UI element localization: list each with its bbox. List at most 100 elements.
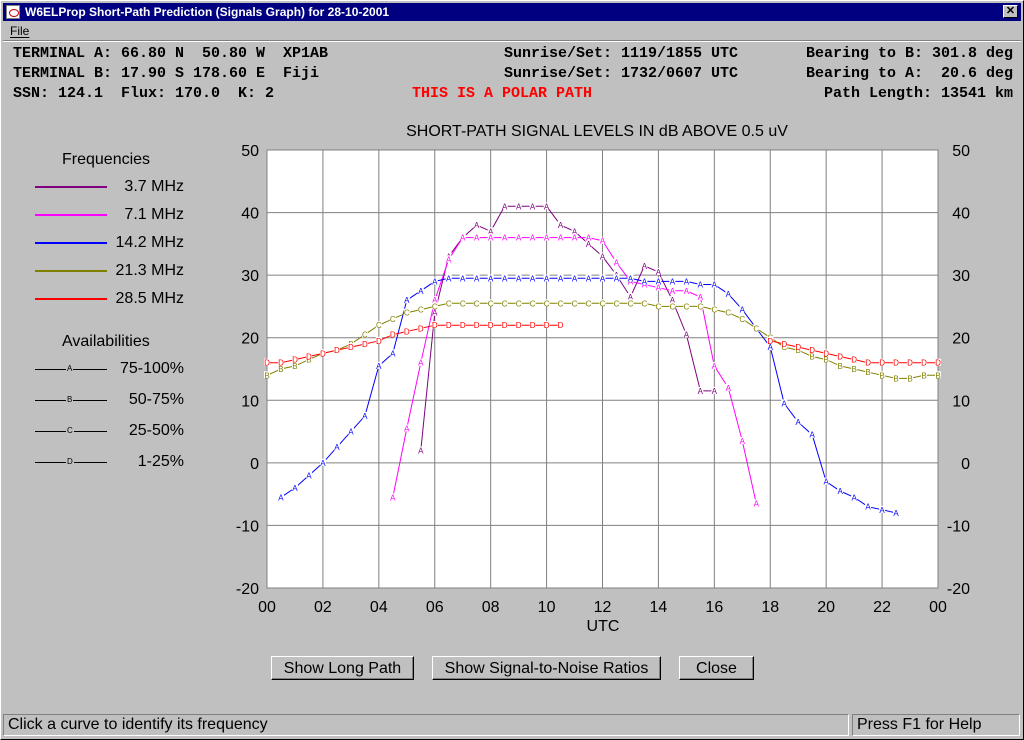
point-marker-label: A: [670, 277, 676, 286]
point-marker-label: A: [418, 287, 424, 296]
series-line[interactable]: [267, 324, 561, 364]
point-marker-bg: [935, 358, 941, 366]
sunrise-set-b: Sunrise/Set: 1732/0607 UTC: [504, 65, 739, 82]
point-marker-bg: [403, 327, 410, 335]
point-marker-bg: [669, 277, 676, 285]
show-long-path-button[interactable]: Show Long Path: [271, 656, 414, 680]
point-marker-label: D: [432, 321, 438, 330]
point-marker-label: D: [837, 352, 843, 361]
close-window-button[interactable]: ✕: [1003, 5, 1018, 18]
point-marker-label: A: [628, 277, 634, 286]
y-tick-label-right: 0: [961, 456, 970, 473]
point-marker-label: A: [432, 309, 438, 318]
point-marker-label: A: [614, 274, 620, 283]
point-marker-bg: [865, 358, 872, 366]
point-marker-bg: [613, 274, 620, 282]
point-marker-label: A: [572, 227, 578, 236]
legend-availability-label: 50-75%: [128, 391, 184, 408]
point-marker-bg: [837, 361, 844, 369]
point-marker-bg: [389, 330, 396, 338]
point-marker-label: B: [810, 352, 815, 361]
point-marker-label: C: [711, 306, 717, 315]
point-marker-label: D: [376, 337, 382, 346]
point-marker-label: B: [796, 346, 801, 355]
y-tick-label-left: -10: [236, 518, 259, 535]
point-marker-label: C: [530, 299, 536, 308]
point-marker-label: D: [292, 356, 298, 365]
point-marker-label: A: [628, 274, 634, 283]
point-marker-bg: [697, 293, 704, 301]
point-marker-bg: [599, 274, 606, 282]
point-marker-bg: [473, 321, 480, 329]
menu-file[interactable]: File: [10, 24, 30, 38]
point-marker-label: C: [670, 302, 676, 311]
point-marker-bg: [431, 321, 438, 329]
point-marker-label: C: [418, 306, 424, 315]
point-marker-label: A: [698, 387, 704, 396]
point-marker-bg: [739, 436, 746, 444]
x-axis-label: UTC: [587, 618, 620, 635]
point-marker-bg: [599, 252, 606, 260]
point-marker-bg: [613, 258, 620, 266]
point-marker-bg: [711, 305, 718, 313]
signal-levels-chart[interactable]: SHORT-PATH SIGNAL LEVELS IN dB ABOVE 0.5…: [1, 1, 1024, 641]
point-marker-label: D: [530, 321, 536, 330]
app-icon[interactable]: [6, 5, 20, 19]
point-marker-bg: [389, 314, 396, 322]
point-marker-label: C: [683, 302, 689, 311]
point-marker-bg: [795, 418, 802, 426]
point-marker-bg: [543, 202, 550, 210]
point-marker-label: A: [502, 234, 508, 243]
point-marker-label: D: [278, 359, 284, 368]
point-marker-bg: [501, 321, 508, 329]
point-marker-bg: [907, 374, 914, 382]
y-tick-label-left: 40: [241, 206, 259, 223]
point-marker-label: B: [865, 368, 870, 377]
x-tick-label: 10: [538, 599, 556, 616]
legend-line-swatch: [35, 270, 107, 272]
point-marker-bg: [431, 308, 438, 316]
point-marker-bg: [725, 289, 732, 297]
point-marker-label: A: [404, 296, 410, 305]
show-snr-button[interactable]: Show Signal-to-Noise Ratios: [432, 656, 661, 680]
series-28-5-mhz[interactable]: D D D D D D D D DD D D D D D D D D D D D DD D D D D D D D D D D D D: [264, 321, 941, 368]
point-marker-bg: [459, 233, 466, 241]
window-title: W6ELProp Short-Path Prediction (Signals …: [25, 5, 390, 19]
point-marker-bg: [333, 346, 340, 354]
point-marker-label: A: [879, 506, 885, 515]
point-marker-bg: [501, 233, 508, 241]
legend-availability-code: B: [66, 395, 74, 404]
point-marker-label: B: [851, 365, 856, 374]
point-marker-bg: [767, 343, 774, 351]
point-marker-bg: [571, 227, 578, 235]
point-marker-bg: [655, 283, 662, 291]
close-icon: ✕: [1005, 5, 1016, 17]
point-marker-bg: [529, 299, 536, 307]
point-marker-bg: [515, 233, 522, 241]
point-marker-bg: [557, 233, 564, 241]
series-line[interactable]: [420, 205, 715, 451]
point-marker-label: D: [474, 321, 480, 330]
point-marker-bg: [557, 274, 564, 282]
point-marker-label: A: [334, 443, 340, 452]
y-tick-label-left: 20: [241, 331, 259, 348]
point-marker-bg: [417, 446, 424, 454]
point-marker-label: C: [558, 299, 564, 308]
point-marker-bg: [809, 430, 816, 438]
point-marker-label: A: [712, 387, 718, 396]
point-marker-label: D: [418, 324, 424, 333]
close-button[interactable]: Close: [679, 656, 754, 680]
point-marker-label: C: [446, 299, 452, 308]
point-marker-bg: [599, 299, 606, 307]
point-marker-label: A: [404, 424, 410, 433]
point-marker-bg: [795, 343, 802, 351]
point-marker-bg: [837, 352, 844, 360]
point-marker-bg: [319, 349, 326, 357]
point-marker-bg: [879, 505, 886, 513]
point-marker-bg: [375, 336, 382, 344]
point-marker-label: C: [572, 299, 578, 308]
y-tick-label-left: 10: [241, 393, 259, 410]
